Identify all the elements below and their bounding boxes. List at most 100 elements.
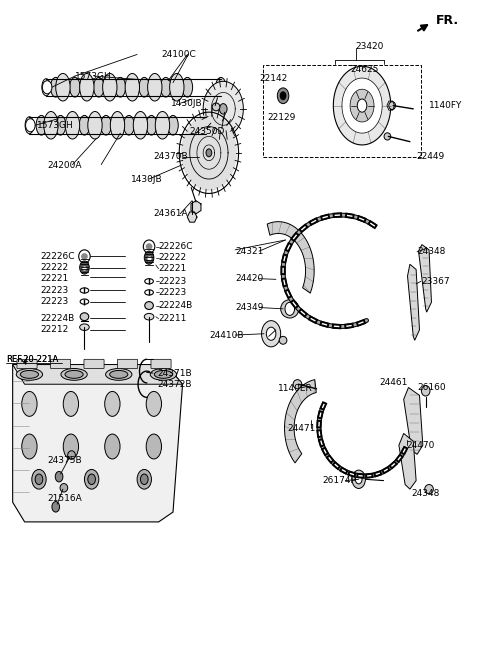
- Circle shape: [266, 327, 276, 340]
- Ellipse shape: [94, 78, 104, 97]
- Ellipse shape: [145, 302, 154, 309]
- Ellipse shape: [133, 112, 148, 139]
- Ellipse shape: [212, 103, 220, 111]
- Ellipse shape: [65, 371, 83, 378]
- Circle shape: [42, 81, 52, 94]
- Circle shape: [137, 470, 152, 489]
- Ellipse shape: [22, 434, 37, 459]
- Text: 22223: 22223: [40, 286, 68, 295]
- Ellipse shape: [50, 78, 61, 97]
- Ellipse shape: [169, 74, 184, 101]
- Polygon shape: [267, 221, 314, 293]
- Circle shape: [262, 321, 281, 347]
- Ellipse shape: [80, 313, 89, 321]
- Text: 1430JB: 1430JB: [170, 99, 202, 108]
- Ellipse shape: [145, 290, 154, 295]
- Polygon shape: [419, 244, 432, 312]
- Circle shape: [144, 251, 154, 264]
- FancyBboxPatch shape: [118, 359, 138, 369]
- Text: 1430JB: 1430JB: [132, 175, 163, 183]
- Text: 24471: 24471: [287, 424, 315, 433]
- Text: 24375B: 24375B: [48, 457, 82, 465]
- Ellipse shape: [201, 116, 212, 135]
- Ellipse shape: [16, 369, 43, 380]
- Circle shape: [352, 470, 365, 488]
- Ellipse shape: [20, 371, 38, 378]
- FancyBboxPatch shape: [151, 359, 171, 369]
- Ellipse shape: [70, 78, 80, 97]
- Text: 22223: 22223: [40, 297, 68, 306]
- Text: 23367: 23367: [421, 277, 450, 286]
- Text: 22222: 22222: [158, 253, 187, 262]
- Ellipse shape: [425, 484, 433, 493]
- Text: REF.20-221A: REF.20-221A: [6, 355, 59, 365]
- Text: 24100C: 24100C: [161, 50, 196, 59]
- Ellipse shape: [44, 112, 58, 139]
- Ellipse shape: [115, 78, 126, 97]
- Polygon shape: [203, 81, 243, 137]
- Circle shape: [25, 119, 35, 132]
- Text: 22224B: 22224B: [158, 301, 193, 310]
- Ellipse shape: [60, 484, 68, 492]
- Circle shape: [35, 474, 43, 484]
- Ellipse shape: [109, 371, 128, 378]
- Text: 22224B: 22224B: [40, 313, 74, 323]
- Ellipse shape: [146, 116, 157, 135]
- Ellipse shape: [63, 434, 79, 459]
- Text: 24372B: 24372B: [157, 380, 192, 389]
- Text: 22221: 22221: [40, 274, 68, 283]
- Text: 24420: 24420: [235, 274, 264, 283]
- Text: 24410B: 24410B: [209, 330, 243, 340]
- Polygon shape: [404, 388, 423, 455]
- Text: 1573GH: 1573GH: [36, 121, 73, 130]
- Ellipse shape: [103, 74, 117, 101]
- Ellipse shape: [80, 324, 89, 330]
- Ellipse shape: [155, 371, 172, 378]
- Ellipse shape: [124, 116, 134, 135]
- Circle shape: [84, 470, 99, 489]
- Circle shape: [55, 472, 63, 482]
- FancyBboxPatch shape: [17, 359, 37, 369]
- Polygon shape: [12, 365, 182, 522]
- Ellipse shape: [182, 78, 192, 97]
- Text: 22223: 22223: [158, 277, 187, 286]
- Text: 24348: 24348: [417, 247, 445, 256]
- Text: 24625: 24625: [350, 65, 378, 74]
- Text: 22226C: 22226C: [158, 242, 193, 251]
- Circle shape: [280, 92, 286, 100]
- Ellipse shape: [56, 74, 70, 101]
- Ellipse shape: [63, 392, 79, 417]
- Text: 22129: 22129: [268, 113, 296, 122]
- Text: 22449: 22449: [416, 152, 444, 161]
- Polygon shape: [285, 380, 316, 463]
- Polygon shape: [12, 365, 182, 384]
- Ellipse shape: [421, 386, 430, 396]
- Text: 1140ER: 1140ER: [278, 384, 313, 394]
- Text: 24361A: 24361A: [154, 210, 189, 218]
- Text: 24321: 24321: [235, 246, 264, 256]
- Ellipse shape: [80, 299, 89, 304]
- FancyBboxPatch shape: [50, 359, 71, 369]
- Text: 23420: 23420: [355, 42, 383, 51]
- Ellipse shape: [156, 112, 169, 139]
- Ellipse shape: [110, 112, 125, 139]
- Circle shape: [141, 474, 148, 484]
- Ellipse shape: [22, 392, 37, 417]
- Ellipse shape: [79, 116, 90, 135]
- FancyBboxPatch shape: [84, 359, 104, 369]
- Ellipse shape: [80, 74, 94, 101]
- Circle shape: [355, 475, 362, 484]
- Ellipse shape: [79, 250, 90, 263]
- Circle shape: [32, 470, 46, 489]
- Ellipse shape: [88, 112, 102, 139]
- Polygon shape: [350, 89, 374, 122]
- Circle shape: [357, 99, 367, 112]
- Ellipse shape: [80, 288, 89, 293]
- Ellipse shape: [389, 102, 396, 110]
- Ellipse shape: [36, 116, 47, 135]
- Text: 1140FY: 1140FY: [429, 101, 462, 110]
- Text: 24470: 24470: [407, 441, 435, 449]
- Circle shape: [219, 104, 227, 114]
- Polygon shape: [342, 78, 382, 133]
- Circle shape: [206, 149, 212, 157]
